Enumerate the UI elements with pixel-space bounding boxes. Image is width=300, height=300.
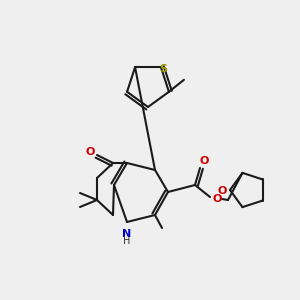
Text: O: O xyxy=(212,194,222,204)
Text: H: H xyxy=(123,236,131,246)
Text: S: S xyxy=(159,64,167,74)
Text: O: O xyxy=(85,147,95,157)
Text: O: O xyxy=(199,156,209,166)
Text: O: O xyxy=(217,186,227,196)
Text: N: N xyxy=(122,229,132,239)
